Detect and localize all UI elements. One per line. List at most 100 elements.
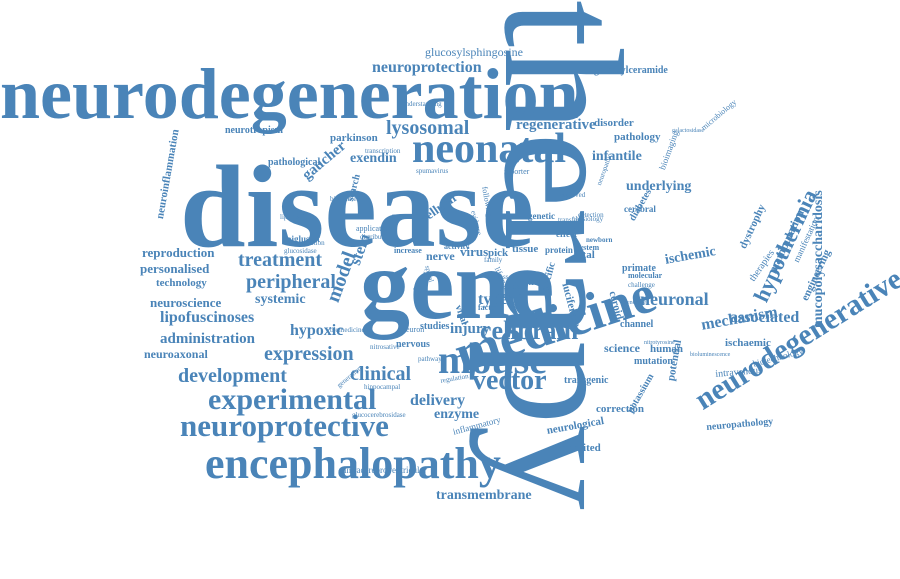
word-ischemic: ischemic <box>663 244 717 268</box>
word-neuroaxonal: neuroaxonal <box>144 347 208 361</box>
word-injury: injury <box>450 321 491 337</box>
word-protein: protein <box>545 245 573 255</box>
word-exendin: exendin <box>350 151 397 166</box>
word-mouse: mouse <box>438 337 547 382</box>
word-glucosylceramide: glucosylceramide <box>594 65 668 76</box>
word-development: development <box>178 365 287 387</box>
word-ischaemic: ischaemic <box>725 337 771 349</box>
word-reproduction: reproduction <box>142 245 215 260</box>
word-basic: basic <box>506 281 526 291</box>
word-effect: effect <box>556 229 577 239</box>
word-neurotropism: neurotropism <box>225 125 283 136</box>
word-transcription: transcription <box>365 147 401 155</box>
word-neuropathology: neuropathology <box>705 416 774 433</box>
word-human: human <box>650 343 684 355</box>
word-detection: detection <box>578 211 604 219</box>
word-experimental: experimental <box>208 383 377 416</box>
word-promoter: promoter <box>392 211 425 221</box>
word-systemic: systemic <box>255 292 306 307</box>
word-molecular: molecular <box>628 271 663 280</box>
word-neuroprotection: neuroprotection <box>372 59 482 76</box>
word-nerve: nerve <box>426 249 455 263</box>
word-biomarker: biomarker <box>330 195 359 203</box>
word-glucocerebrosidase: glucocerebrosidase <box>352 411 406 419</box>
word-transmembrane: transmembrane <box>436 488 532 503</box>
word-cellbrain: cellbrain <box>480 316 579 345</box>
word-tissue: tissue <box>512 243 539 255</box>
word-microbiology: microbiology <box>699 97 739 133</box>
word-nitrosative: nitrosative <box>370 343 400 351</box>
word-lipofuscin: lipofuscin <box>280 213 308 221</box>
word-pathology: pathology <box>614 131 661 143</box>
word-administration: administration <box>160 331 256 347</box>
word-studies: studies <box>420 321 450 332</box>
word-bioimaging: bioimaging <box>657 129 681 172</box>
word-intracerebroventricular: intracerebroventricular <box>344 465 427 475</box>
word-infantile: infantile <box>592 149 642 164</box>
word-cerebral: cerebral <box>624 204 656 214</box>
word-pathological: pathological <box>268 157 321 168</box>
word-injection: injection <box>558 227 583 235</box>
word-hippocampal: hippocampal <box>364 383 401 391</box>
word-distribution: distribution <box>360 233 393 241</box>
word-treatment: treatment <box>238 249 323 271</box>
word-mutation: mutation <box>634 356 673 367</box>
word-neuron: neuron <box>402 325 425 334</box>
word-expression: expression <box>264 343 354 365</box>
word-virus: virus <box>460 244 489 259</box>
word-neuroscience: neuroscience <box>150 295 222 310</box>
word-application: application <box>356 224 392 233</box>
word-challenge: challenge <box>628 281 655 289</box>
word-technology: technology <box>156 277 207 289</box>
word-glucosidase: glucosidase <box>284 247 317 255</box>
word-dystrophy: dystrophy <box>737 202 769 251</box>
word-genetic: genetic <box>528 211 555 221</box>
word-family: family <box>484 256 503 264</box>
word-delivery: delivery <box>410 392 466 409</box>
word-miglustat: miglustat <box>284 234 320 244</box>
word-parkinson: parkinson <box>330 132 378 144</box>
word-reporter: reporter <box>504 167 530 176</box>
word-pick: pick <box>488 247 509 259</box>
word-clinical: clinical <box>350 363 412 385</box>
word-glucosylsphingosine: glucosylsphingosine <box>425 45 523 59</box>
word-encephalopathy: encephalopathy <box>205 439 501 488</box>
word-hypoxic: hypoxic <box>290 322 344 339</box>
word-mechanism: mechanism <box>699 303 779 334</box>
word-science: science <box>604 341 640 355</box>
word-observed: observed <box>560 191 586 199</box>
word-associated: associated <box>730 309 800 326</box>
word-vector: vector <box>472 365 547 396</box>
word-disease: disease <box>180 141 534 272</box>
word-activity: activity <box>444 242 470 251</box>
word-increase: increase <box>394 246 422 255</box>
word-regenerative: regenerative <box>516 117 596 133</box>
word-spumavirus: spumavirus <box>416 167 449 175</box>
word-factor: factor <box>478 303 499 312</box>
word-transgenic: transgenic <box>564 375 609 386</box>
word-neuroinflammation: neuroinflammation <box>154 128 182 220</box>
word-understanding: understanding <box>402 100 442 108</box>
word-newborn: newborn <box>586 236 613 244</box>
word-peripheral: peripheral <box>246 271 336 293</box>
word-biomedicine: biomedicine <box>330 326 365 334</box>
word-underlying: underlying <box>626 179 692 194</box>
word-correction: correction <box>596 403 645 415</box>
word-neurodegeneration: neurodegeneration <box>0 54 579 134</box>
word-enzyme: enzyme <box>434 407 480 422</box>
word-primate: primate <box>622 263 656 274</box>
word-inherited: inherited <box>558 442 601 454</box>
word-fetal: fetal <box>574 249 595 261</box>
word-system: system <box>576 243 600 252</box>
word-cross: cross <box>494 273 509 281</box>
word-bioluminescence: bioluminescence <box>690 352 731 358</box>
word-galactosidase: galactosidase <box>672 128 704 134</box>
word-nervous: nervous <box>396 339 430 350</box>
word-neuroprotective: neuroprotective <box>180 408 389 443</box>
word-physiology: physiology <box>572 215 604 223</box>
word-neurodegenerative: neurodegenerative <box>688 262 900 417</box>
word-life: life <box>526 277 538 287</box>
word-lipofuscinoses: lipofuscinoses <box>160 309 255 326</box>
word-channel: channel <box>620 319 654 330</box>
